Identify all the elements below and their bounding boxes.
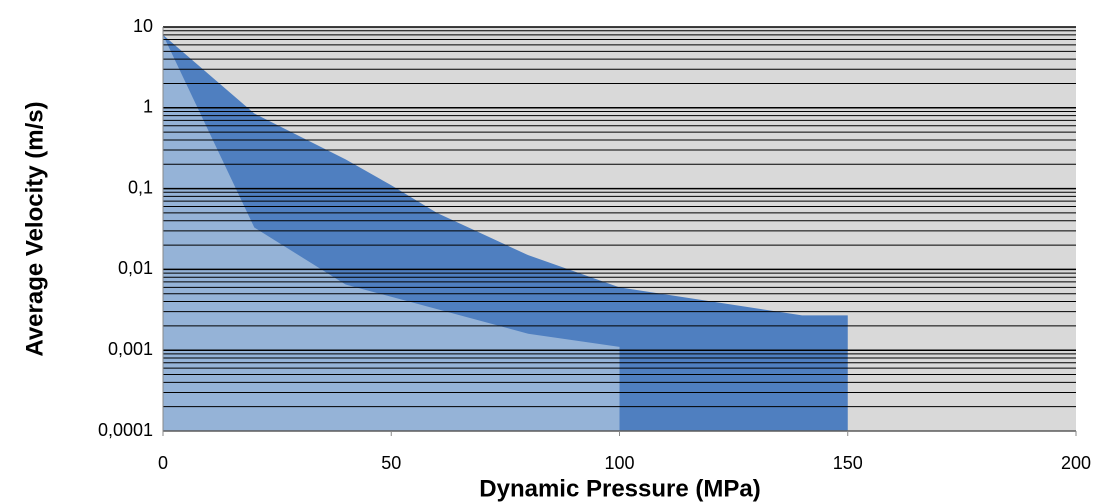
y-tick-label: 1: [143, 97, 153, 117]
x-tick-label: 50: [381, 453, 401, 473]
y-tick-label: 0,0001: [98, 420, 153, 440]
x-axis-title: Dynamic Pressure (MPa): [479, 475, 760, 502]
y-axis-title: Average Velocity (m/s): [21, 101, 48, 356]
y-tick-label: 0,01: [118, 258, 153, 278]
area: [163, 34, 620, 432]
x-tick-label: 0: [158, 453, 168, 473]
y-tick-label: 10: [133, 16, 153, 36]
x-tick-label: 150: [833, 453, 863, 473]
x-tick-label: 100: [604, 453, 634, 473]
y-tick-label: 0,1: [128, 177, 153, 197]
y-tick-label: 0,001: [108, 339, 153, 359]
x-tick-label: 200: [1061, 453, 1091, 473]
